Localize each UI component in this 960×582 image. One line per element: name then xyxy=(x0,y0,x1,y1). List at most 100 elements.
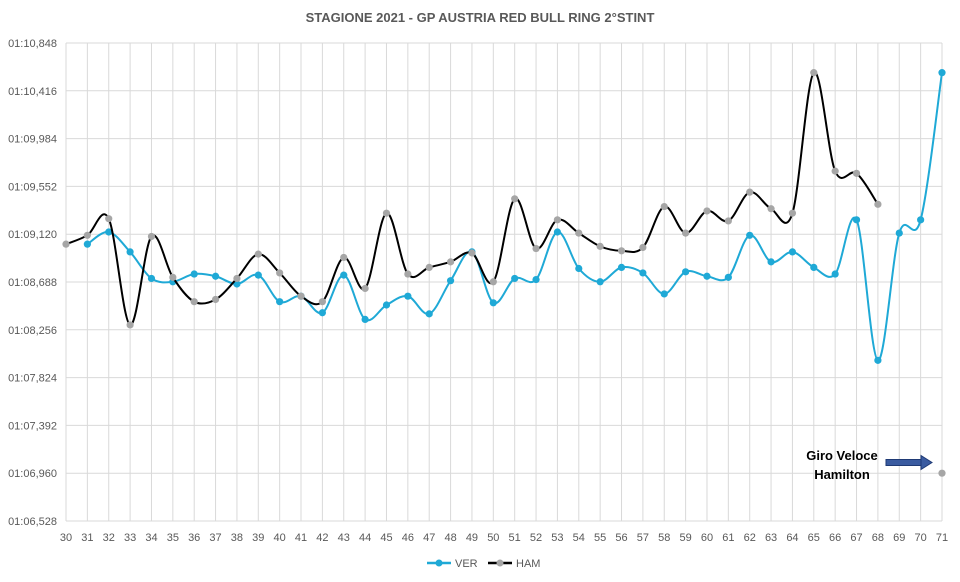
data-point-ver xyxy=(361,315,369,323)
data-point-ham xyxy=(468,249,476,257)
data-point-ver xyxy=(276,298,284,306)
series-ham xyxy=(62,69,882,329)
y-tick-label: 01:08,688 xyxy=(8,277,57,289)
x-tick-label: 45 xyxy=(380,532,392,544)
x-tick-label: 31 xyxy=(81,532,93,544)
data-point-ham xyxy=(297,292,305,300)
x-tick-label: 67 xyxy=(850,532,862,544)
x-tick-label: 48 xyxy=(444,532,456,544)
data-point-ver xyxy=(126,248,134,256)
data-point-ver xyxy=(831,270,839,278)
data-point-ver xyxy=(532,275,540,284)
data-point-ver xyxy=(340,271,348,279)
data-point-ham xyxy=(211,295,220,304)
legend-label-ham: HAM xyxy=(516,558,540,570)
data-point-ver xyxy=(147,274,156,283)
x-tick-label: 69 xyxy=(893,532,905,544)
data-point-ham xyxy=(767,205,775,213)
data-point-ver xyxy=(489,299,497,307)
data-point-ver xyxy=(425,310,433,318)
data-point-ham xyxy=(596,242,604,250)
x-tick-label: 64 xyxy=(786,532,798,544)
data-point-ham xyxy=(810,69,818,77)
data-point-ham xyxy=(425,263,433,271)
x-axis-ticks: 30 31 32 33 34 35 36 37 38 39 40 41 42 43 44 45 46 47 48 49… xyxy=(60,532,948,544)
data-point-ham xyxy=(874,200,882,208)
data-point-ham xyxy=(233,274,241,283)
data-point-ver xyxy=(724,273,732,281)
grid xyxy=(65,42,943,522)
annotation: Giro Veloce Hamilton xyxy=(806,448,933,482)
legend-label-ver: VER xyxy=(455,558,478,570)
data-point-ver xyxy=(660,290,668,298)
x-tick-label: 50 xyxy=(487,532,499,544)
data-point-ham xyxy=(575,229,583,237)
data-point-ham xyxy=(852,169,861,177)
x-tick-label: 65 xyxy=(808,532,820,544)
data-point-ham xyxy=(190,298,198,306)
x-tick-label: 38 xyxy=(231,532,243,544)
x-tick-label: 56 xyxy=(615,532,627,544)
data-point-ham xyxy=(617,247,626,255)
y-tick-label: 01:07,824 xyxy=(8,373,57,385)
x-tick-label: 46 xyxy=(402,532,414,544)
data-point-ver xyxy=(788,248,797,256)
data-point-ver xyxy=(895,229,903,237)
data-point-ham xyxy=(169,273,177,281)
data-point-ver xyxy=(938,69,946,77)
data-point-ver xyxy=(553,228,562,236)
x-tick-label: 32 xyxy=(103,532,115,544)
data-point-ham xyxy=(446,258,455,266)
data-point-ham xyxy=(532,244,540,253)
data-point-ham xyxy=(703,207,711,215)
data-point-ham xyxy=(340,253,348,262)
x-tick-label: 57 xyxy=(637,532,649,544)
data-point-ham xyxy=(318,298,326,306)
data-point-ver xyxy=(852,216,861,224)
data-point-ver xyxy=(254,271,262,279)
data-point-ver xyxy=(190,270,198,278)
x-tick-label: 66 xyxy=(829,532,841,544)
y-tick-label: 01:06,960 xyxy=(8,468,57,480)
data-point-ham xyxy=(660,202,668,211)
chart-title: STAGIONE 2021 - GP AUSTRIA RED BULL RING… xyxy=(306,10,655,25)
annotation-line2: Hamilton xyxy=(814,467,870,482)
y-tick-label: 01:06,528 xyxy=(8,516,57,528)
x-tick-label: 36 xyxy=(188,532,200,544)
x-tick-label: 33 xyxy=(124,532,136,544)
data-point-ham xyxy=(724,217,732,225)
data-point-ver xyxy=(511,274,519,283)
data-point-ham xyxy=(489,278,497,286)
x-tick-label: 37 xyxy=(209,532,221,544)
x-tick-label: 55 xyxy=(594,532,606,544)
x-tick-label: 62 xyxy=(744,532,756,544)
x-tick-label: 41 xyxy=(295,532,307,544)
x-tick-label: 34 xyxy=(145,532,157,544)
data-point-ver xyxy=(233,280,241,288)
data-point-ham xyxy=(62,240,70,248)
y-tick-label: 01:07,392 xyxy=(8,420,57,432)
annotation-arrow-icon xyxy=(885,454,933,471)
data-point-ham xyxy=(276,269,284,277)
data-point-ham xyxy=(831,167,839,175)
data-point-ver xyxy=(446,277,455,285)
x-tick-label: 47 xyxy=(423,532,435,544)
x-tick-label: 68 xyxy=(872,532,884,544)
data-point-ver xyxy=(639,269,647,277)
x-tick-label: 59 xyxy=(679,532,691,544)
data-point-ver xyxy=(682,268,690,276)
legend-item-ham: HAM xyxy=(488,558,540,570)
data-point-ver xyxy=(596,278,604,286)
data-point-ham xyxy=(746,188,754,196)
data-point-ver xyxy=(211,272,220,280)
x-tick-label: 49 xyxy=(466,532,478,544)
data-point-ver xyxy=(575,264,583,273)
data-point-ver xyxy=(617,263,626,271)
x-tick-label: 61 xyxy=(722,532,734,544)
x-tick-label: 53 xyxy=(551,532,563,544)
data-point-ver xyxy=(917,216,925,224)
data-point-ver xyxy=(874,356,882,364)
y-tick-label: 01:10,848 xyxy=(8,38,57,50)
y-tick-label: 01:09,984 xyxy=(8,134,57,146)
